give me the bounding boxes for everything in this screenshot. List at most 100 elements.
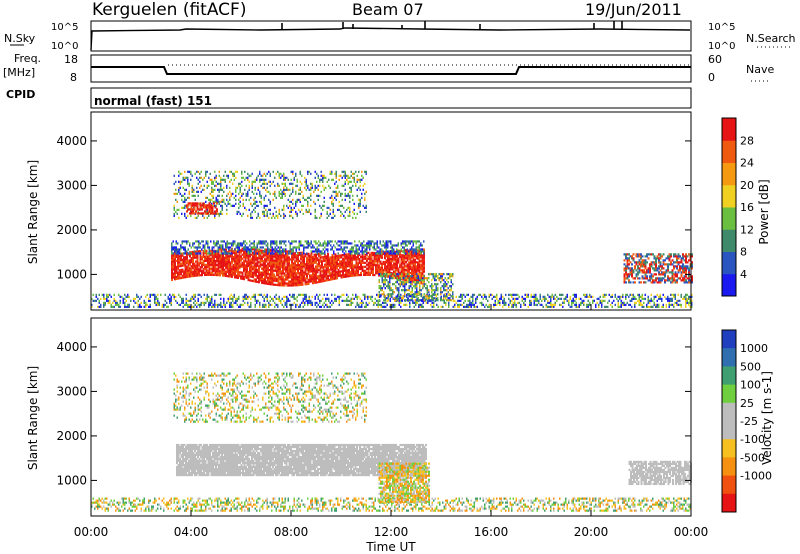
heatmap-cell [305, 178, 307, 181]
heatmap-cell [620, 299, 622, 302]
heatmap-cell [372, 240, 374, 243]
heatmap-cell [411, 268, 413, 271]
heatmap-cell [598, 303, 600, 306]
heatmap-cell [325, 263, 328, 266]
heatmap-cell [247, 274, 250, 278]
heatmap-cell [282, 260, 284, 263]
heatmap-cell [337, 244, 339, 247]
heatmap-cell [396, 265, 398, 268]
heatmap-cell [355, 274, 358, 277]
heatmap-cell [280, 254, 283, 257]
heatmap-cell [225, 252, 227, 255]
nave-tick-high: 60 [708, 53, 722, 66]
heatmap-cell [220, 204, 222, 207]
heatmap-cell [321, 274, 323, 277]
heatmap-cell [420, 264, 422, 267]
heatmap-cell [446, 285, 448, 288]
heatmap-cell [265, 254, 268, 257]
heatmap-cell [237, 254, 239, 257]
heatmap-cell [535, 293, 537, 296]
heatmap-cell [248, 305, 250, 308]
heatmap-cell [284, 303, 286, 306]
freq-tick-low: 8 [70, 71, 77, 84]
heatmap-cell [211, 255, 214, 258]
heatmap-cell [288, 252, 290, 255]
heatmap-cell [212, 180, 214, 183]
heatmap-cell [223, 303, 225, 306]
heatmap-cell [469, 299, 471, 302]
heatmap-cell [408, 289, 410, 292]
heatmap-cell [524, 293, 526, 296]
heatmap-cell [339, 270, 341, 273]
heatmap-cell [328, 270, 331, 273]
heatmap-cell [291, 280, 293, 283]
heatmap-cell [241, 214, 243, 217]
heatmap-cell [421, 303, 423, 306]
heatmap-cell [435, 287, 437, 290]
heatmap-cell [302, 204, 304, 207]
heatmap-cell [383, 301, 385, 304]
heatmap-cell [337, 295, 339, 298]
heatmap-cell [403, 262, 406, 265]
heatmap-cell [239, 186, 241, 189]
heatmap-cell [407, 279, 409, 282]
heatmap-cell [414, 287, 416, 290]
heatmap-cell [333, 244, 335, 247]
heatmap-cell [305, 210, 307, 213]
heatmap-cell [356, 301, 358, 304]
heatmap-cell [457, 299, 459, 302]
heatmap-cell [193, 250, 195, 253]
heatmap-cell [319, 268, 322, 271]
heatmap-cell [183, 240, 185, 243]
heatmap-cell [292, 293, 294, 296]
heatmap-cell [419, 299, 421, 302]
heatmap-cell [644, 293, 646, 296]
heatmap-cell [234, 264, 236, 267]
heatmap-cell [307, 264, 310, 267]
heatmap-cell [632, 293, 634, 296]
heatmap-cell [407, 289, 409, 292]
heatmap-cell [222, 262, 224, 265]
heatmap-cell [310, 262, 313, 265]
heatmap-cell [337, 274, 340, 278]
heatmap-cell [310, 240, 312, 243]
heatmap-cell [327, 248, 329, 251]
heatmap-cell [100, 297, 102, 300]
heatmap-cell [218, 174, 220, 177]
heatmap-cell [674, 301, 676, 304]
heatmap-cell [264, 274, 266, 277]
heatmap-cell [318, 254, 320, 258]
heatmap-cell [205, 271, 208, 274]
heatmap-cell [248, 174, 250, 177]
heatmap-cell [270, 242, 272, 245]
heatmap-cell [307, 202, 309, 205]
heatmap-cell [268, 198, 270, 201]
heatmap-cell [493, 303, 495, 306]
heatmap-cell [262, 265, 265, 269]
heatmap-cell [644, 297, 646, 300]
heatmap-cell [205, 259, 208, 262]
heatmap-cell [571, 301, 573, 304]
heatmap-cell [467, 293, 469, 296]
heatmap-cell [243, 261, 245, 265]
heatmap-cell [383, 285, 385, 288]
heatmap-cell [222, 274, 224, 277]
heatmap-cell [252, 247, 254, 251]
heatmap-cell [330, 264, 332, 267]
heatmap-cell [279, 252, 281, 255]
heatmap-cell [328, 278, 331, 281]
heatmap-cell [400, 258, 403, 261]
heatmap-cell [472, 295, 474, 298]
heatmap-cell [418, 259, 421, 262]
heatmap-cell [303, 263, 305, 266]
heatmap-cell [309, 256, 311, 259]
heatmap-cell [233, 301, 235, 304]
heatmap-cell [578, 303, 580, 306]
heatmap-cell [246, 260, 248, 263]
heatmap-cell [658, 297, 660, 300]
heatmap-cell [361, 259, 364, 263]
heatmap-cell [316, 250, 318, 253]
heatmap-cell [306, 266, 308, 270]
heatmap-cell [280, 240, 282, 243]
heatmap-cell [256, 204, 258, 207]
